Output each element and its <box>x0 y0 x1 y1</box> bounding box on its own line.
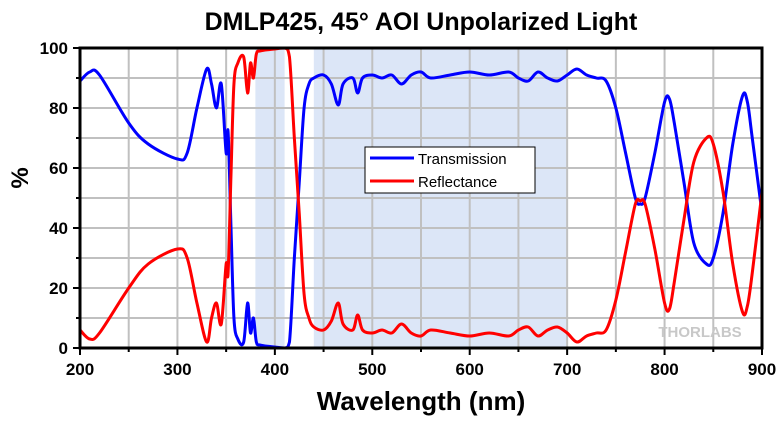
y-tick-label: 100 <box>40 39 68 58</box>
legend-box <box>364 146 536 194</box>
legend-label-transmission: Transmission <box>418 151 507 168</box>
y-axis-label: % <box>7 167 34 188</box>
x-tick-label: 300 <box>163 360 191 379</box>
x-tick-label: 400 <box>261 360 289 379</box>
y-tick-label: 40 <box>49 219 68 238</box>
x-tick-label: 900 <box>748 360 776 379</box>
y-tick-label: 80 <box>49 99 68 118</box>
y-tick-label: 0 <box>59 339 68 358</box>
x-axis-label: Wavelength (nm) <box>317 386 525 416</box>
x-tick-label: 500 <box>358 360 386 379</box>
y-tick-label: 60 <box>49 159 68 178</box>
legend: Transmission Reflectance <box>364 146 536 194</box>
x-tick-label: 600 <box>456 360 484 379</box>
x-tick-label: 800 <box>650 360 678 379</box>
chart-title: DMLP425, 45° AOI Unpolarized Light <box>205 8 638 36</box>
x-tick-label: 200 <box>66 360 94 379</box>
reflectance-line <box>78 46 764 344</box>
transmission-line <box>78 66 764 350</box>
y-tick-label: 20 <box>49 279 68 298</box>
x-tick-label: 700 <box>553 360 581 379</box>
watermark: THORLABS <box>658 324 741 341</box>
legend-label-reflectance: Reflectance <box>418 174 497 191</box>
